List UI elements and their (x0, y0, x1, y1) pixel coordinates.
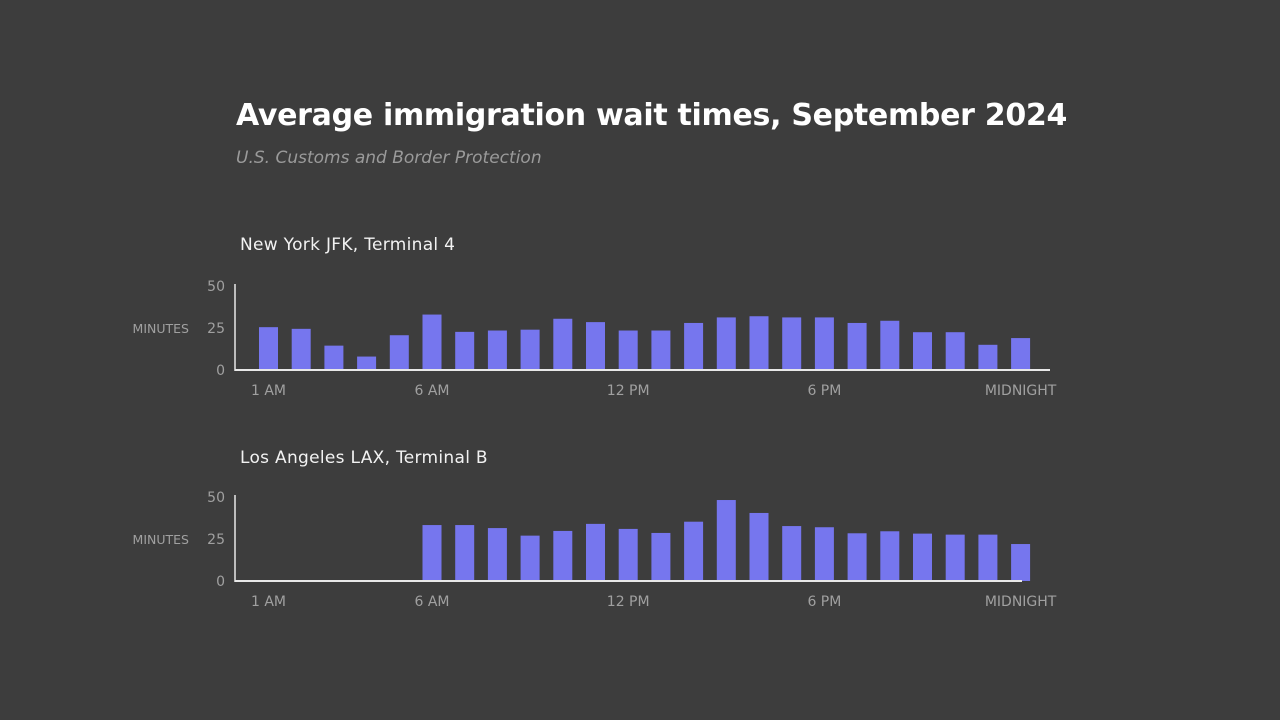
bar-1-19 (880, 531, 900, 581)
bar-0-5 (422, 314, 442, 370)
bar-0-6 (455, 331, 475, 370)
bar-1-5 (422, 525, 442, 581)
bar-0-0 (259, 327, 278, 370)
bar-1-9 (553, 530, 573, 581)
bar-0-17 (814, 317, 834, 370)
y-tick-label: 0 (216, 574, 225, 590)
panel-title-jfk: New York JFK, Terminal 4 (240, 235, 456, 255)
bar-1-20 (913, 533, 932, 581)
x-tick-label: 12 PM (607, 594, 650, 610)
x-tick-label: 6 AM (414, 383, 449, 399)
bar-0-22 (978, 344, 998, 370)
panel-title-lax: Los Angeles LAX, Terminal B (240, 448, 488, 468)
x-tick-label: MIDNIGHT (985, 383, 1057, 399)
bar-0-10 (586, 322, 605, 370)
bar-0-16 (782, 317, 802, 370)
bar-0-15 (749, 316, 769, 370)
bar-0-3 (357, 356, 377, 370)
bar-1-6 (455, 525, 475, 581)
x-tick-label: MIDNIGHT (985, 594, 1057, 610)
bar-1-7 (487, 528, 507, 581)
bar-1-13 (684, 521, 704, 581)
bar-0-20 (913, 332, 932, 370)
bar-1-15 (749, 512, 769, 581)
bar-1-22 (978, 534, 998, 581)
bar-1-18 (847, 533, 867, 581)
chart-subtitle: U.S. Customs and Border Protection (236, 148, 542, 168)
chart-title: Average immigration wait times, Septembe… (236, 98, 1068, 133)
bar-0-19 (880, 320, 900, 370)
x-tick-label: 6 PM (807, 594, 841, 610)
bar-0-11 (618, 330, 638, 370)
bar-0-2 (324, 345, 344, 370)
bar-0-21 (945, 332, 965, 370)
bar-0-23 (1011, 338, 1031, 370)
y-tick-label: 50 (207, 279, 225, 295)
bar-1-10 (586, 523, 605, 581)
x-tick-label: 6 AM (414, 594, 449, 610)
bar-0-14 (716, 317, 736, 370)
x-tick-label: 12 PM (607, 383, 650, 399)
bar-0-12 (651, 330, 671, 370)
x-tick-label: 1 AM (251, 594, 286, 610)
bar-0-1 (291, 328, 311, 370)
bar-1-17 (814, 527, 834, 581)
y-tick-label: 25 (207, 321, 225, 337)
y-tick-label: 50 (207, 490, 225, 506)
bar-1-11 (618, 528, 638, 581)
y-axis-label: MINUTES (133, 532, 190, 547)
bar-0-4 (389, 335, 409, 370)
bar-1-21 (945, 534, 965, 581)
bar-1-12 (651, 532, 671, 581)
bar-0-7 (487, 330, 507, 370)
y-axis-label: MINUTES (133, 321, 190, 336)
bar-0-18 (847, 322, 867, 370)
bar-0-9 (553, 318, 573, 370)
bar-1-23 (1011, 544, 1031, 581)
bar-0-8 (520, 329, 540, 370)
bar-0-13 (684, 322, 704, 370)
bar-1-14 (716, 500, 736, 581)
x-tick-label: 1 AM (251, 383, 286, 399)
y-tick-label: 25 (207, 532, 225, 548)
x-tick-label: 6 PM (807, 383, 841, 399)
y-tick-label: 0 (216, 363, 225, 379)
bar-1-8 (520, 535, 540, 581)
bar-1-16 (782, 526, 802, 581)
